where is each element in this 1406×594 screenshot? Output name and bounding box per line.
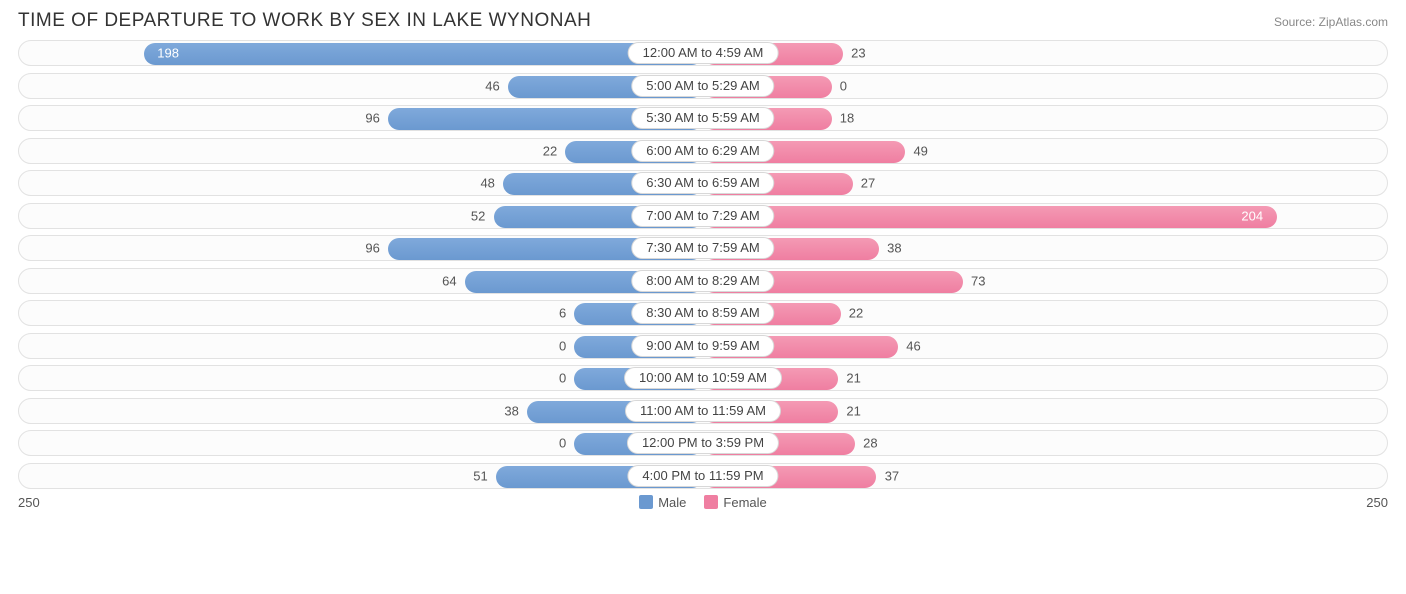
male-value: 6 [559, 306, 566, 321]
chart-row: 11:00 AM to 11:59 AM 38 21 [18, 398, 1388, 424]
chart-row: 12:00 AM to 4:59 AM 198 23 [18, 40, 1388, 66]
female-value: 73 [971, 273, 985, 288]
row-time-label: 7:00 AM to 7:29 AM [631, 205, 774, 227]
diverging-bar-chart: 12:00 AM to 4:59 AM 198 23 5:00 AM to 5:29 … [18, 40, 1388, 489]
axis-left-max: 250 [18, 495, 40, 510]
chart-header: TIME OF DEPARTURE TO WORK BY SEX IN LAKE… [18, 10, 1388, 32]
row-time-label: 8:00 AM to 8:29 AM [631, 270, 774, 292]
row-time-label: 6:00 AM to 6:29 AM [631, 140, 774, 162]
male-value: 96 [365, 241, 379, 256]
chart-row: 12:00 PM to 3:59 PM 0 28 [18, 430, 1388, 456]
male-bar [144, 43, 703, 65]
chart-row: 9:00 AM to 9:59 AM 0 46 [18, 333, 1388, 359]
female-value: 0 [840, 78, 847, 93]
male-value: 0 [559, 436, 566, 451]
female-value: 27 [861, 176, 875, 191]
female-value: 38 [887, 241, 901, 256]
chart-row: 5:00 AM to 5:29 AM 46 0 [18, 73, 1388, 99]
axis-right-max: 250 [1366, 495, 1388, 510]
row-time-label: 11:00 AM to 11:59 AM [625, 400, 781, 422]
male-value: 198 [157, 46, 179, 61]
chart-row: 10:00 AM to 10:59 AM 0 21 [18, 365, 1388, 391]
chart-row: 5:30 AM to 5:59 AM 96 18 [18, 105, 1388, 131]
legend-female: Female [704, 495, 766, 510]
male-value: 48 [480, 176, 494, 191]
female-value: 46 [906, 338, 920, 353]
chart-row: 7:30 AM to 7:59 AM 96 38 [18, 235, 1388, 261]
female-value: 22 [849, 306, 863, 321]
row-time-label: 4:00 PM to 11:59 PM [627, 465, 778, 487]
male-value: 0 [559, 338, 566, 353]
female-value: 49 [913, 143, 927, 158]
chart-row: 6:30 AM to 6:59 AM 48 27 [18, 170, 1388, 196]
legend: Male Female [639, 495, 767, 510]
chart-row: 8:30 AM to 8:59 AM 6 22 [18, 300, 1388, 326]
chart-title: TIME OF DEPARTURE TO WORK BY SEX IN LAKE… [18, 10, 591, 32]
legend-female-label: Female [723, 495, 766, 510]
row-time-label: 9:00 AM to 9:59 AM [631, 335, 774, 357]
chart-source: Source: ZipAtlas.com [1274, 15, 1388, 29]
row-time-label: 7:30 AM to 7:59 AM [631, 237, 774, 259]
female-bar [703, 206, 1277, 228]
row-time-label: 10:00 AM to 10:59 AM [624, 367, 782, 389]
male-value: 22 [543, 143, 557, 158]
row-time-label: 5:30 AM to 5:59 AM [631, 107, 774, 129]
row-time-label: 6:30 AM to 6:59 AM [631, 172, 774, 194]
row-time-label: 12:00 PM to 3:59 PM [627, 432, 779, 454]
male-value: 96 [365, 111, 379, 126]
legend-male-label: Male [658, 495, 686, 510]
row-time-label: 5:00 AM to 5:29 AM [631, 75, 774, 97]
female-value: 204 [1241, 208, 1263, 223]
row-time-label: 8:30 AM to 8:59 AM [631, 302, 774, 324]
chart-row: 7:00 AM to 7:29 AM 52 204 [18, 203, 1388, 229]
female-value: 28 [863, 436, 877, 451]
female-value: 21 [846, 403, 860, 418]
male-value: 51 [473, 468, 487, 483]
male-swatch-icon [639, 495, 653, 509]
chart-footer: 250 Male Female 250 [18, 495, 1388, 510]
male-value: 64 [442, 273, 456, 288]
female-value: 37 [885, 468, 899, 483]
chart-row: 8:00 AM to 8:29 AM 64 73 [18, 268, 1388, 294]
row-time-label: 12:00 AM to 4:59 AM [628, 42, 779, 64]
male-value: 0 [559, 371, 566, 386]
male-value: 52 [471, 208, 485, 223]
female-swatch-icon [704, 495, 718, 509]
female-value: 23 [851, 46, 865, 61]
female-value: 18 [840, 111, 854, 126]
female-value: 21 [846, 371, 860, 386]
male-value: 38 [504, 403, 518, 418]
legend-male: Male [639, 495, 686, 510]
chart-row: 6:00 AM to 6:29 AM 22 49 [18, 138, 1388, 164]
male-value: 46 [485, 78, 499, 93]
chart-row: 4:00 PM to 11:59 PM 51 37 [18, 463, 1388, 489]
